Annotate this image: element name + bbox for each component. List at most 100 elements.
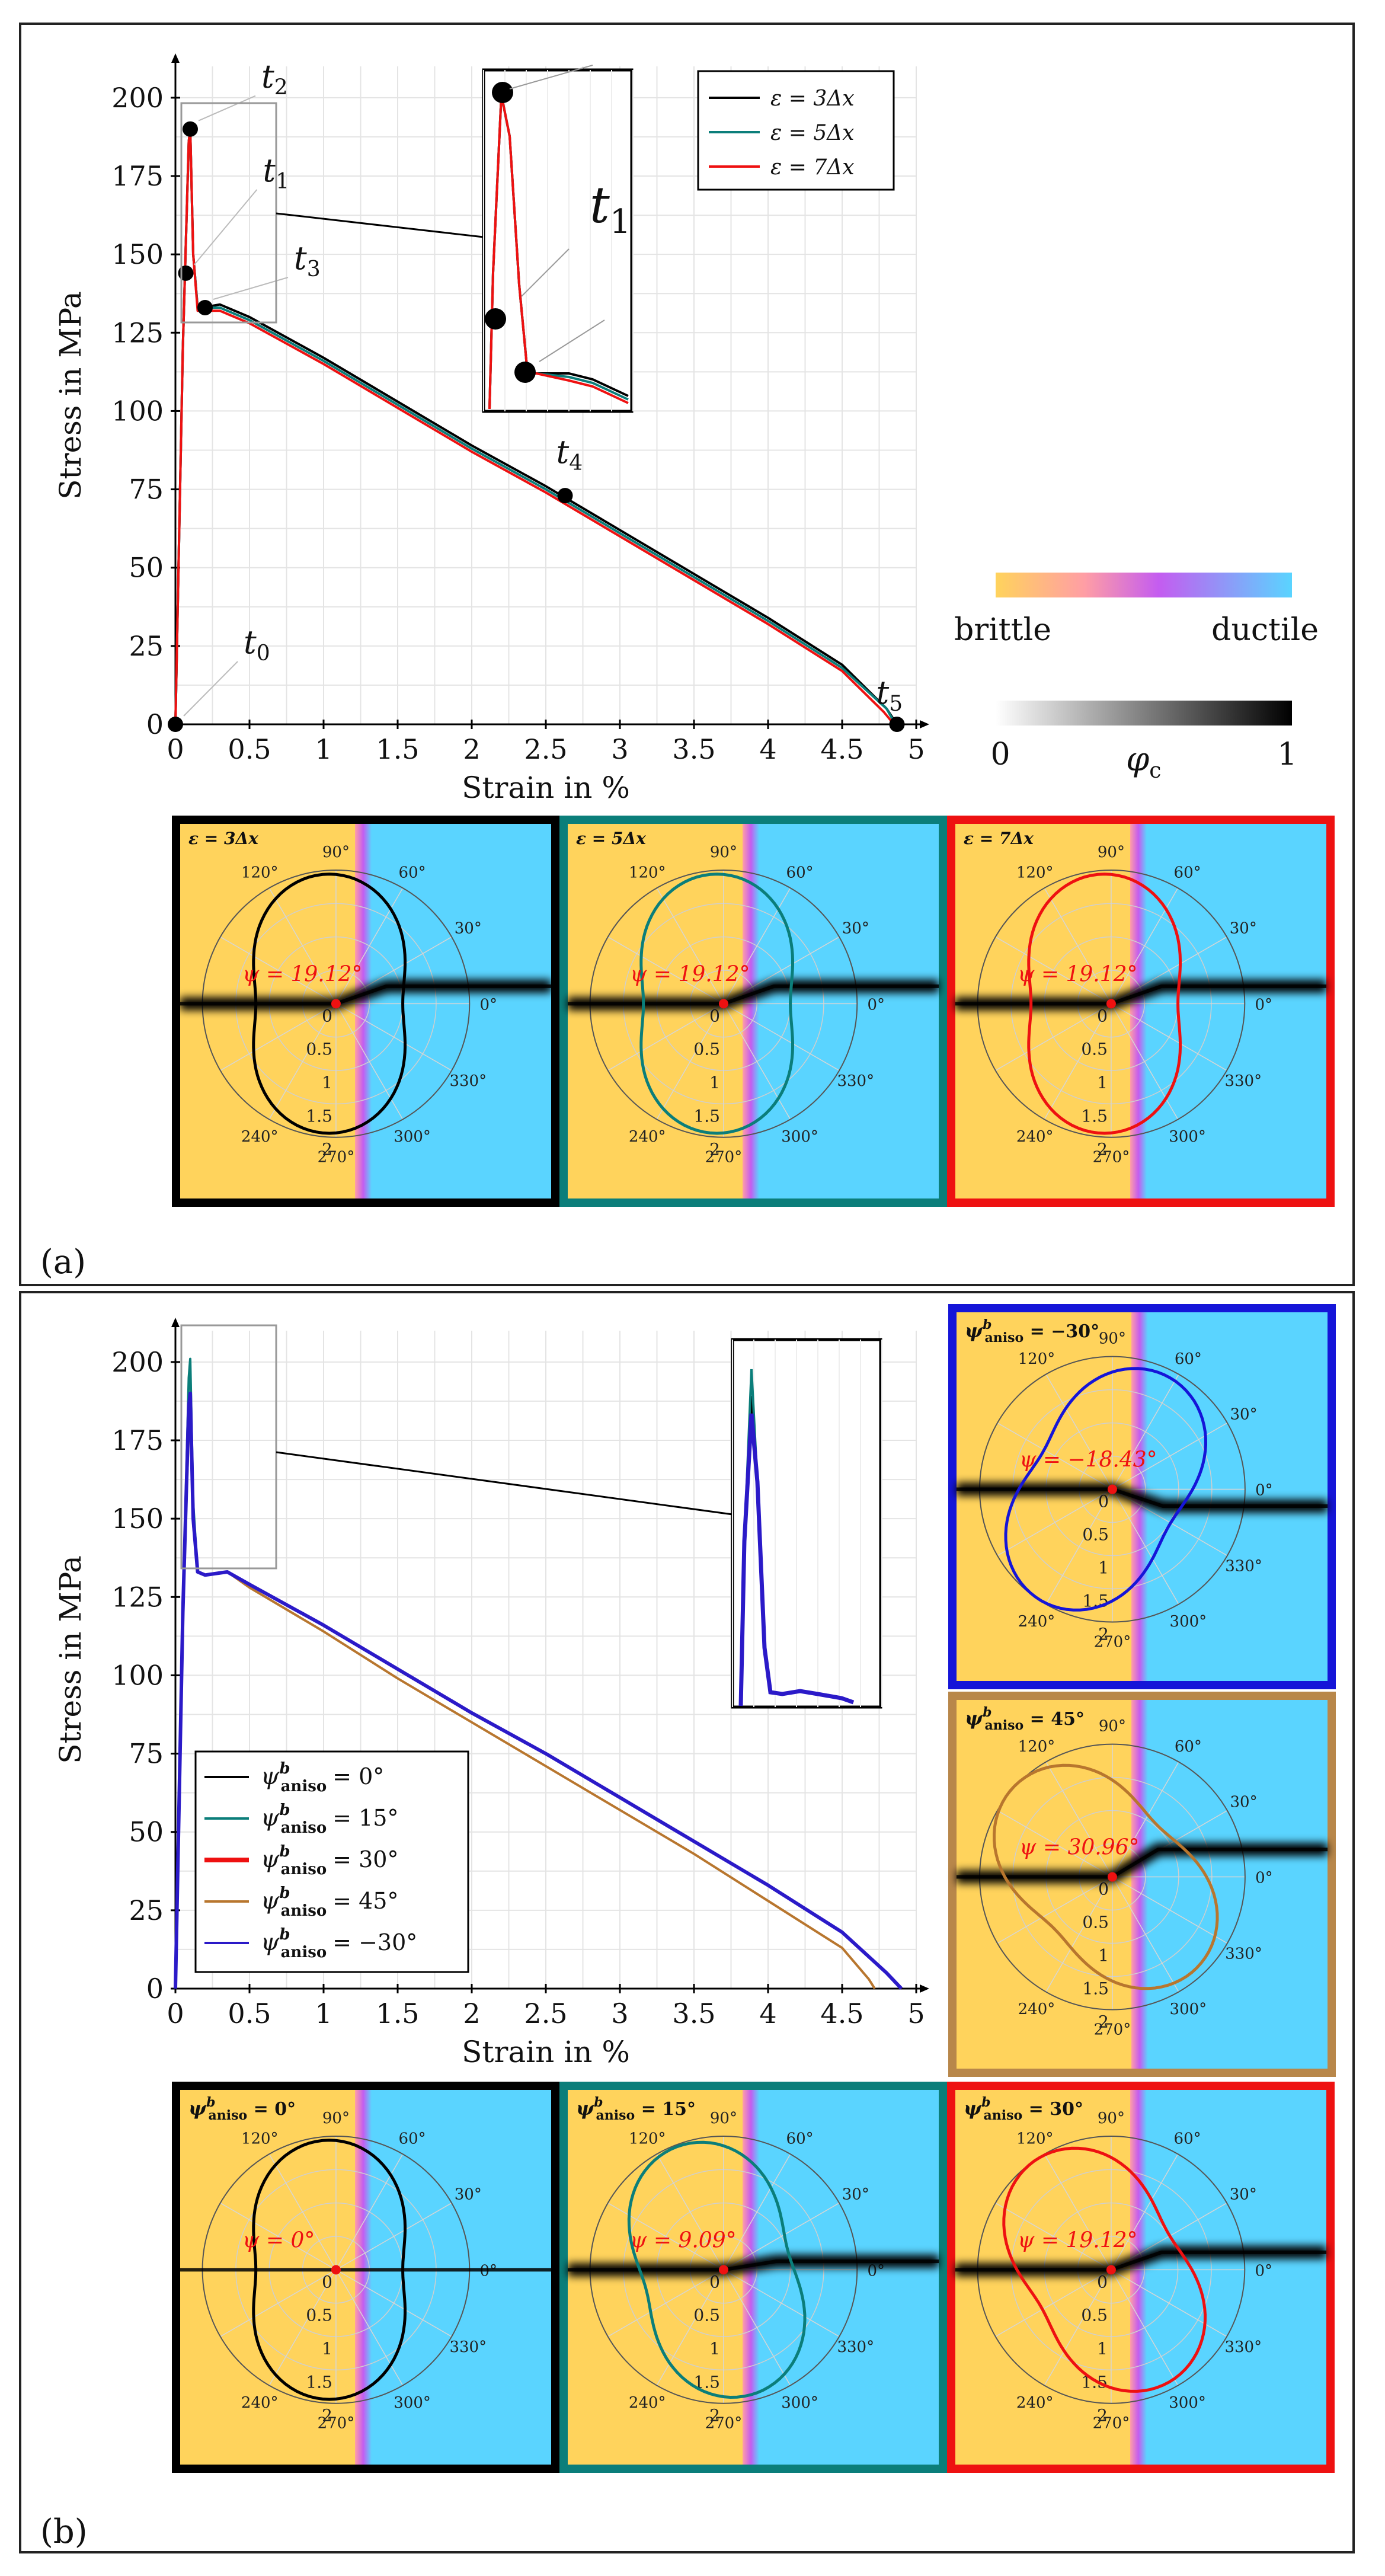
x-tick-label: 1.5 <box>376 1997 419 2030</box>
subplot-title-sup: b <box>594 2095 603 2110</box>
legend-b: ψb aniso = 0°ψb aniso = 15°ψb aniso = 30°ψb ani… <box>194 1750 469 1973</box>
polar-spoke <box>723 1003 791 1120</box>
polar-radial-label: 0.5 <box>693 1040 720 1059</box>
subplot-title: ε = 5Δx <box>576 829 646 848</box>
polar-angle-label: 90° <box>710 843 737 861</box>
polar-angle-label: 90° <box>1098 2110 1125 2127</box>
polar-spoke <box>656 2269 724 2386</box>
crack-core <box>955 2250 1326 2272</box>
anisotropy-curve <box>1027 872 1182 1135</box>
polar-angle-label: 330° <box>837 2338 874 2356</box>
x-tick-label: 2.5 <box>524 733 567 765</box>
polar-angle-label: 90° <box>322 2110 350 2127</box>
polar-radial-label: 0 <box>1097 1006 1108 1025</box>
inset-a: t1 <box>482 65 634 413</box>
polar-spoke <box>335 1003 404 1120</box>
subplot-title: ε = 3Δx <box>188 829 258 848</box>
polar-angle-label: 30° <box>842 2186 869 2204</box>
polar-angle-label: 330° <box>837 1072 874 1090</box>
legend-box <box>697 70 895 191</box>
polar-spoke <box>995 2203 1112 2271</box>
polar-angle-label: 300° <box>394 2394 431 2412</box>
polar-spoke <box>997 1810 1113 1878</box>
polar-radial-label: 0 <box>1098 1880 1109 1899</box>
polar-angle-label: 240° <box>241 2394 279 2412</box>
polar-angle-label: 0° <box>1255 1869 1273 1887</box>
subplot-title-sub: aniso <box>984 2108 1023 2123</box>
crack-tip-marker <box>1107 1872 1117 1882</box>
anisotropy-curve <box>252 2139 407 2401</box>
polar-radial-label: 1 <box>1098 1946 1109 1965</box>
x-tick-label: 2 <box>463 1997 480 2030</box>
subplot-title: ψb aniso = 45° <box>965 1705 1085 1733</box>
t-label-3: t3 <box>294 239 321 282</box>
polar-spoke <box>268 2153 337 2270</box>
anisotropy-curve <box>639 872 794 1135</box>
legend-label-2: ε = 7Δx <box>770 155 855 180</box>
polar-spoke <box>268 2269 337 2386</box>
subplot-title-value: = 45° <box>1023 1709 1085 1730</box>
polar-spoke <box>1112 1876 1228 1944</box>
polar-angle-label: 90° <box>1098 843 1125 861</box>
t-label-sub: 2 <box>274 76 288 100</box>
subplot-title-sup: b <box>981 2095 990 2110</box>
crack-tip-marker <box>331 2265 341 2275</box>
polar-angle-label: 30° <box>1230 1406 1258 1424</box>
y-tick-label: 100 <box>111 395 164 427</box>
legend-sub: aniso <box>281 1902 327 1920</box>
polar-radial-label: 0.5 <box>693 2306 720 2325</box>
t-leader-0 <box>183 661 238 717</box>
polar-radial-label: 1 <box>1097 1073 1108 1092</box>
t-label-2: t2 <box>261 58 288 100</box>
stress-strain-chart-a: 0 0.5 1 1.5 2 2.5 3 3.5 4 4.5 50255075100125150175… <box>53 53 929 805</box>
panel-a-label: (a) <box>40 1243 86 1281</box>
sim-b-bottom-1: 0°30°60°90°120°240°270°300°330°00.511.52… <box>559 2082 947 2473</box>
x-tick-label: 5 <box>907 733 925 765</box>
zoom-region <box>180 1324 277 1570</box>
t-marker-4 <box>557 488 573 504</box>
polar-radial-label: 0.5 <box>1081 1040 1108 1059</box>
polar-spoke <box>335 1003 452 1071</box>
psi-label: ψ = 19.12° <box>1018 2228 1137 2252</box>
subplot-title-value: = −30° <box>1023 1321 1099 1342</box>
psi-label: ψ = 19.12° <box>242 962 362 986</box>
y-tick-label: 50 <box>129 1816 164 1848</box>
polar-angle-label: 330° <box>449 1072 487 1090</box>
polar-radial-label: 0 <box>1098 1492 1109 1511</box>
polar-radial-label: 1 <box>1098 1558 1109 1578</box>
y-tick-label: 25 <box>129 1894 164 1926</box>
transition-band <box>1131 1700 1148 2069</box>
y-tick-label: 125 <box>111 317 164 349</box>
polar-radial-label: 2 <box>1098 2012 1109 2031</box>
polar-angle-label: 30° <box>455 2186 482 2204</box>
psi-label: ψ = 19.12° <box>630 962 750 986</box>
polar-radial-label: 0.5 <box>306 1040 332 1059</box>
t-marker-0 <box>168 717 183 732</box>
polar-radial-label: 0 <box>709 1006 720 1025</box>
polar-radial-label: 2 <box>1097 2406 1108 2425</box>
t-label-4: t4 <box>556 433 583 475</box>
polar-spoke <box>1044 2269 1112 2386</box>
polar-angle-label: 120° <box>241 864 279 881</box>
legend-sub: aniso <box>281 1861 327 1878</box>
y-tick-label: 200 <box>111 1346 164 1378</box>
inset-marker-1 <box>485 308 506 330</box>
polar-spoke <box>607 937 724 1005</box>
subplot-title: ε = 7Δx <box>964 829 1034 848</box>
legend-label-0: ε = 3Δx <box>770 87 855 111</box>
phase-max-label: 1 <box>1277 737 1297 772</box>
sim-b-side-0: 0°30°60°90°120°240°270°300°330°00.511.52… <box>948 1304 1336 1689</box>
polar-spoke <box>1112 1374 1179 1490</box>
y-tick-label: 100 <box>111 1659 164 1691</box>
polar-spoke <box>335 2203 452 2271</box>
legend-sub: aniso <box>281 1944 327 1961</box>
psi-label: ψ = 0° <box>242 2228 315 2252</box>
polar-spoke <box>723 1003 840 1071</box>
polar-angle-label: 0° <box>1255 2262 1273 2280</box>
polar-angle-label: 240° <box>629 2394 666 2412</box>
polar-spoke <box>335 2269 404 2386</box>
crack-tip-marker <box>1106 999 1116 1009</box>
t-marker-1 <box>178 265 194 281</box>
sim-b-side-1: 0° 30° 60° 90° 120° 240° 270° 300° 330° 0 0.5 1 1.5 2… <box>948 1692 1336 2077</box>
